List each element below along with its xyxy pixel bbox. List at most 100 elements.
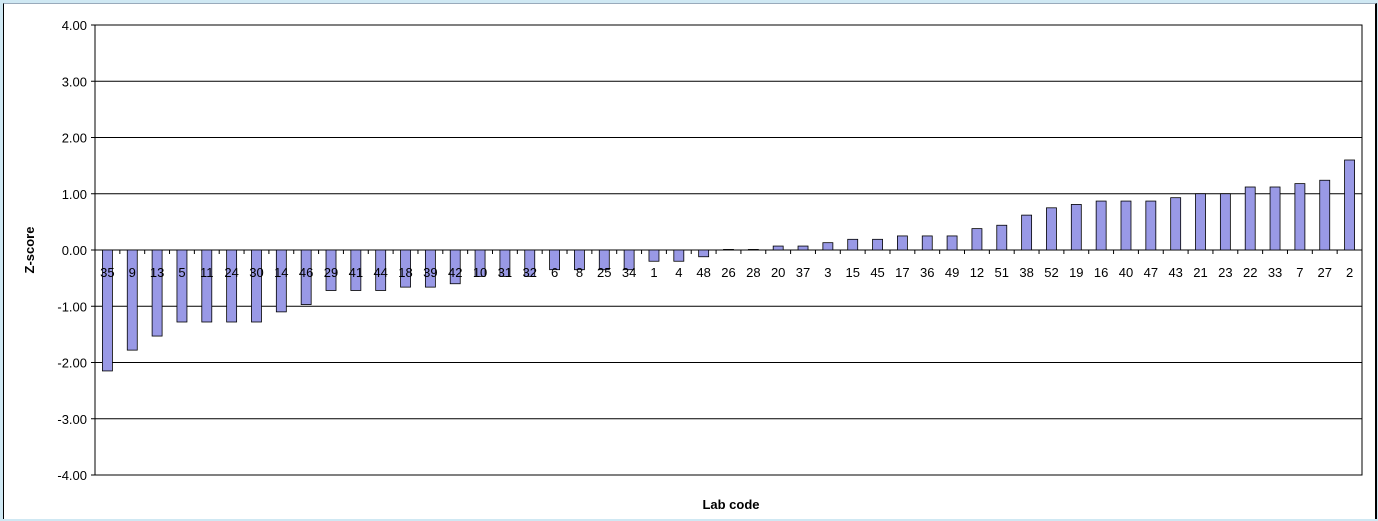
bar <box>673 249 685 262</box>
x-tick-label: 3 <box>824 265 831 280</box>
x-tick-label: 52 <box>1044 265 1058 280</box>
y-tick-label: -4.00 <box>57 468 87 483</box>
x-tick-label: 47 <box>1144 265 1158 280</box>
bar <box>996 224 1008 251</box>
x-tick-label: 26 <box>721 265 735 280</box>
bar <box>226 249 238 323</box>
bar <box>1319 179 1331 251</box>
x-tick-label: 24 <box>224 265 238 280</box>
x-tick-label: 23 <box>1218 265 1232 280</box>
x-tick-label: 36 <box>920 265 934 280</box>
bar <box>251 249 262 323</box>
x-tick-label: 48 <box>696 265 710 280</box>
x-tick-label: 39 <box>423 265 437 280</box>
x-tick-label: 29 <box>324 265 338 280</box>
bar <box>921 235 933 251</box>
bar <box>598 249 610 271</box>
bar <box>1021 214 1033 251</box>
x-tick-label: 17 <box>895 265 909 280</box>
x-tick-label: 32 <box>523 265 537 280</box>
x-tick-label: 30 <box>249 265 263 280</box>
x-tick-label: 21 <box>1193 265 1207 280</box>
y-tick-label: 0.00 <box>62 243 87 258</box>
y-tick-label: -1.00 <box>57 299 87 314</box>
x-tick-label: 11 <box>200 265 214 280</box>
x-tick-label: 38 <box>1019 265 1033 280</box>
y-tick-label: 3.00 <box>62 74 87 89</box>
y-tick-label: 4.00 <box>62 18 87 33</box>
bar <box>822 242 834 251</box>
x-tick-label: 45 <box>870 265 884 280</box>
bar <box>499 249 511 277</box>
bar <box>1244 186 1256 251</box>
bar <box>971 228 983 251</box>
bar <box>549 249 560 271</box>
bar <box>102 249 113 372</box>
x-axis-title: Lab code <box>702 497 759 512</box>
x-tick-label: 28 <box>746 265 760 280</box>
x-tick-label: 37 <box>796 265 810 280</box>
x-tick-label: 42 <box>448 265 462 280</box>
x-tick-labels: 35 9 13 5 11 24 30 14 46 29 41 44 18 39 42 10 31 32 6 8 25 34… <box>94 250 1353 280</box>
x-tick-label: 8 <box>576 265 583 280</box>
x-tick-label: 4 <box>675 265 682 280</box>
x-tick-label: 31 <box>498 265 512 280</box>
x-tick-label: 46 <box>299 265 313 280</box>
x-tick-label: 1 <box>650 265 657 280</box>
bar <box>1145 200 1157 251</box>
y-axis-title: Z-score <box>22 227 37 274</box>
chart-panel: 4.00 3.00 2.00 1.00 0.00 -1.00 -2.00 -3.00 -4.00… <box>3 3 1377 519</box>
bar <box>723 249 734 251</box>
bar <box>1120 200 1132 251</box>
x-tick-label: 33 <box>1268 265 1282 280</box>
x-tick-label: 16 <box>1094 265 1108 280</box>
bar <box>946 235 958 251</box>
x-tick-label: 27 <box>1318 265 1332 280</box>
x-tick-label: 20 <box>771 265 785 280</box>
bars <box>102 159 1355 372</box>
x-tick-label: 18 <box>398 265 412 280</box>
x-tick-label: 14 <box>274 265 288 280</box>
y-tick-label: -3.00 <box>57 412 87 427</box>
bar <box>424 249 436 288</box>
bar <box>1344 159 1355 251</box>
x-tick-label: 35 <box>100 265 114 280</box>
bar <box>623 249 635 271</box>
x-tick-label: 10 <box>473 265 487 280</box>
bar <box>698 249 710 258</box>
bar <box>151 249 163 337</box>
bar <box>872 238 883 251</box>
bar <box>747 249 759 251</box>
y-tick-label: -2.00 <box>57 356 87 371</box>
x-tick-label: 40 <box>1119 265 1133 280</box>
x-tick-label: 34 <box>622 265 636 280</box>
bar <box>1095 200 1107 251</box>
x-tick-label: 5 <box>178 265 185 280</box>
bar <box>449 249 461 285</box>
bar <box>400 249 411 288</box>
x-tick-label: 12 <box>970 265 984 280</box>
bar <box>1170 197 1182 251</box>
x-tick-label: 7 <box>1296 265 1303 280</box>
bar <box>797 245 809 251</box>
x-tick-label: 19 <box>1069 265 1083 280</box>
bar <box>648 249 660 262</box>
x-tick-label: 41 <box>349 265 363 280</box>
x-tick-label: 13 <box>150 265 164 280</box>
x-tick-label: 9 <box>129 265 136 280</box>
bar <box>524 249 536 277</box>
bar <box>847 238 859 251</box>
bar <box>474 249 486 277</box>
x-tick-label: 2 <box>1346 265 1353 280</box>
x-tick-label: 25 <box>597 265 611 280</box>
bar <box>275 249 287 313</box>
y-axis-ticks: 4.00 3.00 2.00 1.00 0.00 -1.00 -2.00 -3.00 -4.00 <box>57 18 95 483</box>
x-tick-label: 49 <box>945 265 959 280</box>
bar <box>300 249 312 305</box>
bar <box>126 249 138 351</box>
bar <box>325 249 337 291</box>
z-score-bar-chart: 4.00 3.00 2.00 1.00 0.00 -1.00 -2.00 -3.00 -4.00… <box>22 18 1363 512</box>
x-tick-label: 51 <box>995 265 1009 280</box>
bar <box>574 249 585 271</box>
